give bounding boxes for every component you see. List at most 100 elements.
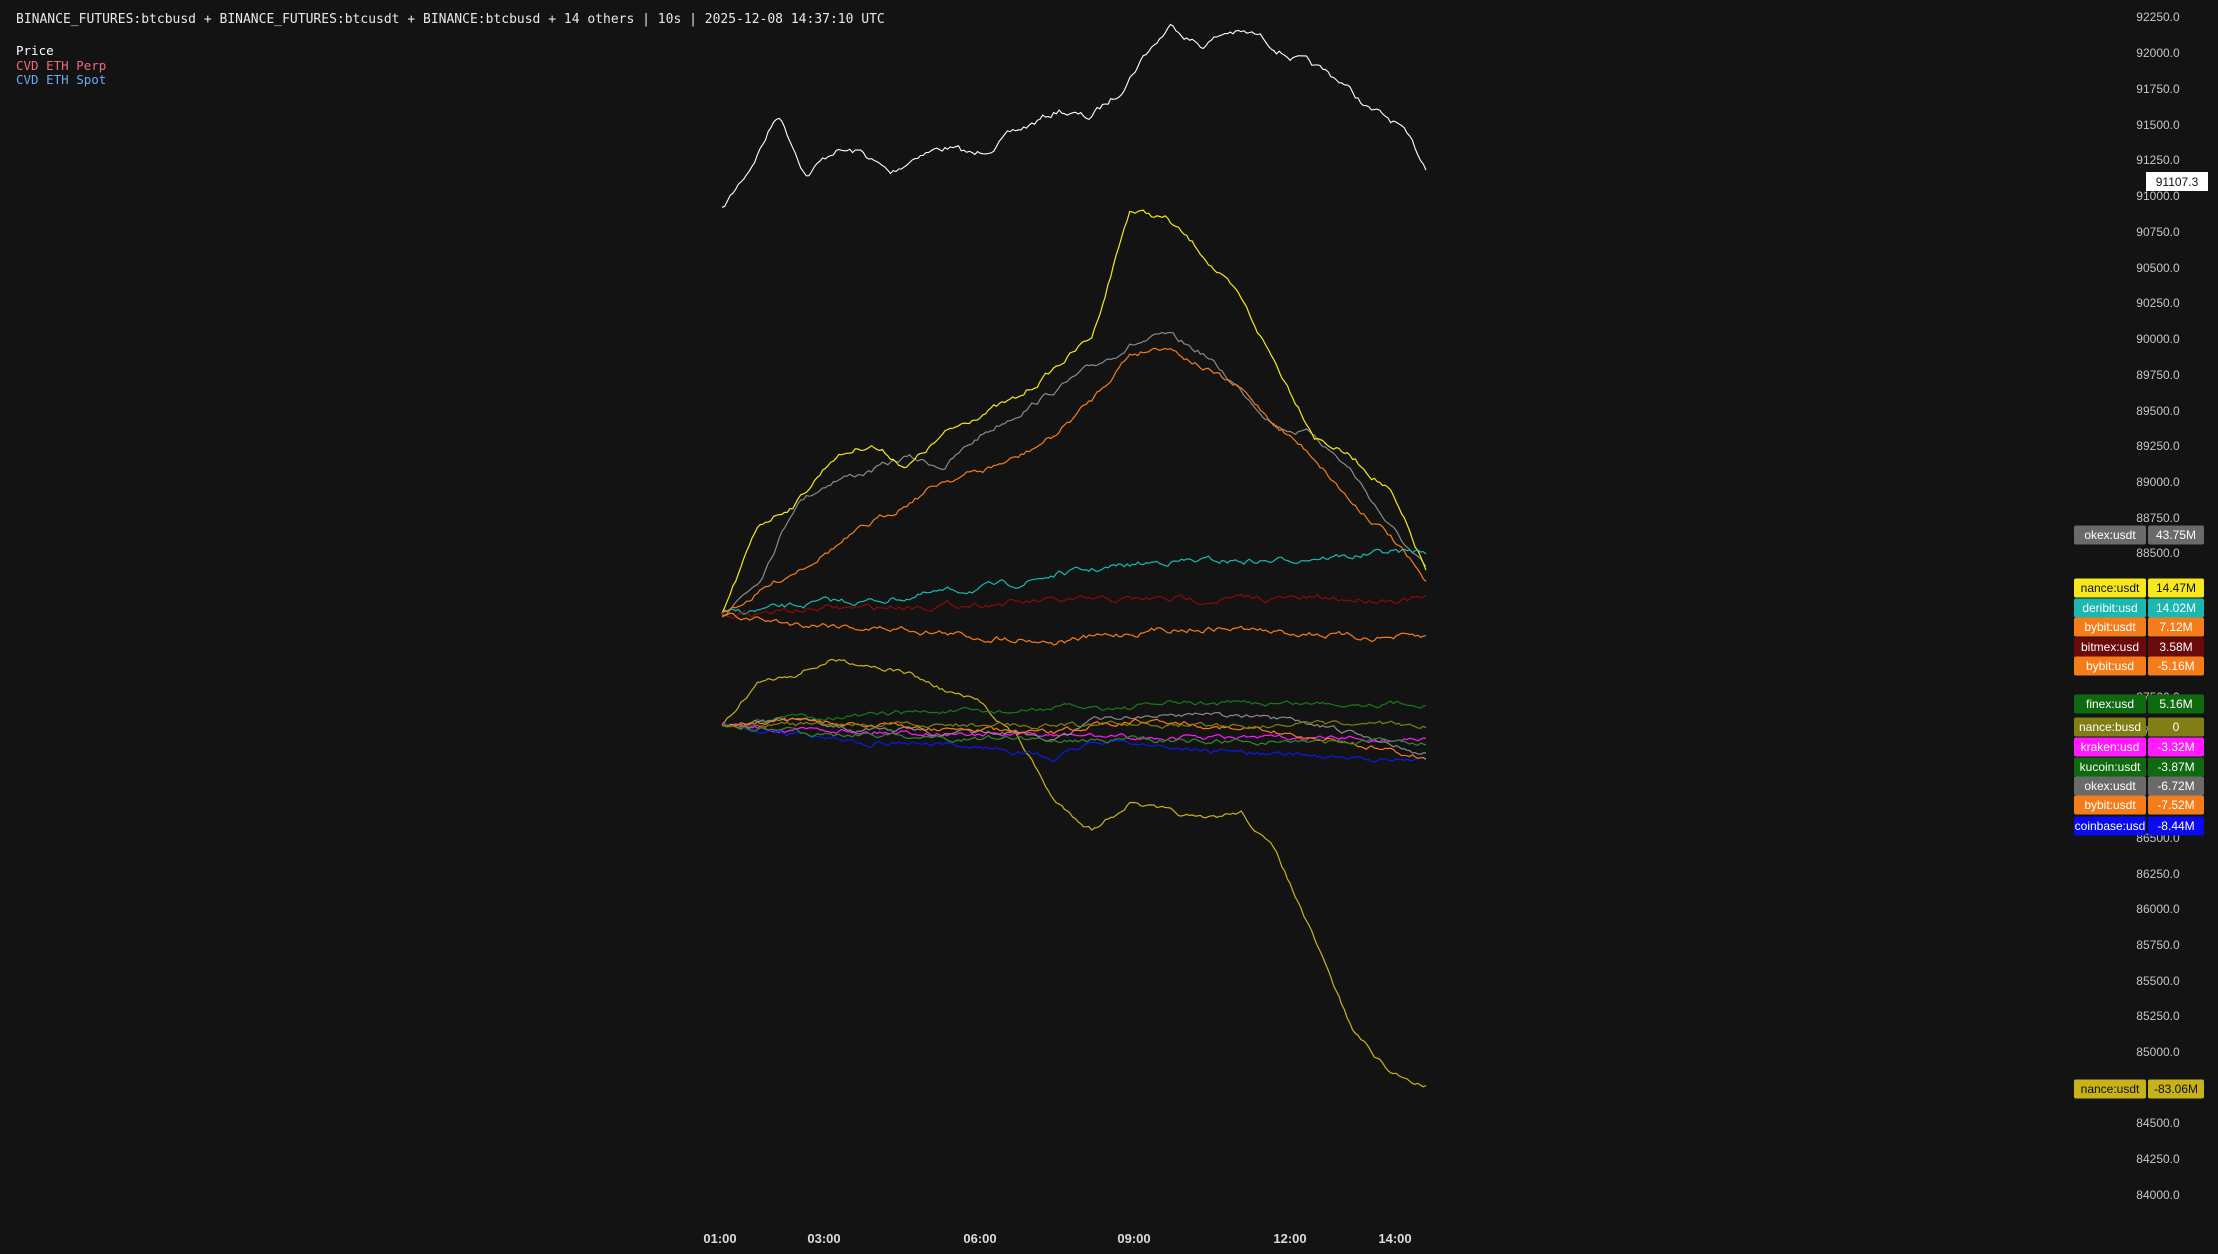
spot-cvd-line-7 xyxy=(721,719,1427,731)
tag-name-bg xyxy=(2074,757,2146,777)
x-tick-label: 14:00 xyxy=(1378,1231,1411,1246)
y-tick-label: 86000.0 xyxy=(2136,902,2180,916)
spot-tag-3[interactable]: kucoin:usdt -3.87M xyxy=(2074,757,2204,777)
tag-value: -83.06M xyxy=(2154,1082,2198,1096)
tag-name: bybit:usd xyxy=(2086,659,2134,673)
price-line xyxy=(721,23,1427,208)
tag-value-bg xyxy=(2148,637,2204,657)
tag-name: bybit:usdt xyxy=(2084,620,2136,634)
y-tick-label: 92250.0 xyxy=(2136,10,2180,24)
tag-name: deribit:usd xyxy=(2082,601,2137,615)
perp-tag-0[interactable]: okex:usdt 43.75M xyxy=(2074,525,2204,545)
spot-cvd-line-0 xyxy=(721,658,1427,1088)
y-tick-label: 91750.0 xyxy=(2136,82,2180,96)
y-tick-label: 91500.0 xyxy=(2136,118,2180,132)
tag-value: 14.47M xyxy=(2156,581,2196,595)
tag-value: 43.75M xyxy=(2156,528,2196,542)
tag-name: bitmex:usd xyxy=(2081,640,2139,654)
series-value-tags: okex:usdt 43.75M nance:usdt 14.47M deribit:u… xyxy=(2074,525,2204,1099)
tag-value-bg xyxy=(2148,795,2204,815)
y-tick-label: 90750.0 xyxy=(2136,225,2180,239)
current-price-label: 91107.3 xyxy=(2156,175,2199,189)
tag-value: -6.72M xyxy=(2157,779,2194,793)
tag-value: -3.32M xyxy=(2157,740,2194,754)
legend-item-price[interactable]: Price xyxy=(16,43,54,58)
series-legend: Price CVD ETH Perp CVD ETH Spot xyxy=(16,43,107,88)
spot-tag-1[interactable]: nance:busd 0 xyxy=(2074,717,2204,737)
x-tick-label: 01:00 xyxy=(703,1231,736,1246)
y-tick-label: 92000.0 xyxy=(2136,46,2180,60)
y-tick-label: 85500.0 xyxy=(2136,974,2180,988)
tag-value: -5.16M xyxy=(2157,659,2194,673)
perp-tag-2[interactable]: deribit:usd 14.02M xyxy=(2074,598,2204,618)
spot-tag-2[interactable]: kraken:usd -3.32M xyxy=(2074,737,2204,757)
tag-value-bg xyxy=(2148,816,2204,836)
spot-tag-5[interactable]: bybit:usdt -7.52M xyxy=(2074,795,2204,815)
tag-value: 7.12M xyxy=(2159,620,2192,634)
x-axis[interactable]: 01:00 03:00 06:00 09:00 12:00 14:00 xyxy=(703,1231,1411,1246)
x-tick-label: 03:00 xyxy=(807,1231,840,1246)
tag-value: 0 xyxy=(2173,720,2180,734)
y-tick-label: 85000.0 xyxy=(2136,1045,2180,1059)
spot-tag-0[interactable]: finex:usd 5.16M xyxy=(2074,694,2204,714)
perp-cvd-line-5 xyxy=(721,612,1427,646)
spot-bottom-tag-0[interactable]: nance:usdt -83.06M xyxy=(2074,1079,2204,1099)
perp-cvd-line-1 xyxy=(721,209,1427,614)
tag-value-bg xyxy=(2148,525,2204,545)
perp-cvd-line-4 xyxy=(721,593,1427,619)
y-tick-label: 89000.0 xyxy=(2136,475,2180,489)
tag-name: nance:usdt xyxy=(2081,581,2140,595)
legend-item-cvd-perp[interactable]: CVD ETH Perp xyxy=(16,57,107,73)
tag-value-bg xyxy=(2148,694,2204,714)
perp-tag-1[interactable]: nance:usdt 14.47M xyxy=(2074,578,2204,598)
y-tick-label: 90500.0 xyxy=(2136,261,2180,275)
spot-tag-6[interactable]: coinbase:usd -8.44M xyxy=(2074,816,2204,836)
perp-tag-5[interactable]: bybit:usd -5.16M xyxy=(2074,656,2204,676)
x-tick-label: 09:00 xyxy=(1117,1231,1150,1246)
tag-value-bg xyxy=(2148,776,2204,796)
spot-tag-4[interactable]: okex:usdt -6.72M xyxy=(2074,776,2204,796)
tag-name-bg xyxy=(2074,776,2146,796)
tag-name: nance:usdt xyxy=(2081,1082,2140,1096)
y-tick-label: 91250.0 xyxy=(2136,153,2180,167)
x-tick-label: 12:00 xyxy=(1273,1231,1306,1246)
tag-value-bg xyxy=(2148,757,2204,777)
y-tick-label: 89500.0 xyxy=(2136,404,2180,418)
tag-value: -8.44M xyxy=(2157,819,2194,833)
perp-cvd-line-2 xyxy=(721,548,1427,615)
y-tick-label: 89750.0 xyxy=(2136,368,2180,382)
tag-name-bg xyxy=(2074,694,2146,714)
tag-value-bg xyxy=(2148,617,2204,637)
tag-name: okex:usdt xyxy=(2084,528,2136,542)
tag-name: kucoin:usdt xyxy=(2080,760,2141,774)
spot-cvd-line-6 xyxy=(721,723,1427,746)
tag-name-bg xyxy=(2074,816,2146,836)
y-tick-label: 90250.0 xyxy=(2136,296,2180,310)
tag-name-bg xyxy=(2074,617,2146,637)
perp-tag-4[interactable]: bitmex:usd 3.58M xyxy=(2074,637,2204,657)
y-tick-label: 84000.0 xyxy=(2136,1188,2180,1202)
tag-value-bg xyxy=(2148,737,2204,757)
tag-name: finex:usd xyxy=(2086,697,2134,711)
tag-value: -7.52M xyxy=(2157,798,2194,812)
tag-name-bg xyxy=(2074,795,2146,815)
y-tick-label: 89250.0 xyxy=(2136,439,2180,453)
x-tick-label: 06:00 xyxy=(963,1231,996,1246)
spot-cvd-line-1 xyxy=(721,699,1427,728)
perp-tag-3[interactable]: bybit:usdt 7.12M xyxy=(2074,617,2204,637)
tag-name-bg xyxy=(2074,525,2146,545)
tag-value: -3.87M xyxy=(2157,760,2194,774)
perp-cvd-line-3 xyxy=(721,347,1427,615)
tag-name: bybit:usdt xyxy=(2084,798,2136,812)
legend-item-cvd-spot[interactable]: CVD ETH Spot xyxy=(16,72,107,87)
tag-name-bg xyxy=(2074,717,2146,737)
tag-value-bg xyxy=(2148,656,2204,676)
tag-name-bg xyxy=(2074,637,2146,657)
y-tick-label: 88500.0 xyxy=(2136,546,2180,560)
tag-name: coinbase:usd xyxy=(2075,819,2146,833)
tag-value: 3.58M xyxy=(2159,640,2192,654)
y-tick-label: 91000.0 xyxy=(2136,189,2180,203)
tag-value-bg xyxy=(2148,717,2204,737)
spot-cvd-line-2 xyxy=(721,722,1427,744)
